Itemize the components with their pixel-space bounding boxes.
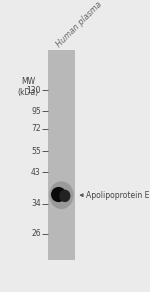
Ellipse shape bbox=[49, 181, 74, 209]
Ellipse shape bbox=[51, 187, 66, 202]
Text: 55: 55 bbox=[31, 147, 41, 156]
Text: Human plasma: Human plasma bbox=[55, 0, 104, 49]
Text: 26: 26 bbox=[31, 229, 41, 238]
Text: MW
(kDa): MW (kDa) bbox=[18, 77, 39, 98]
Text: 95: 95 bbox=[31, 107, 41, 116]
Bar bbox=[48, 51, 75, 260]
Text: Apolipoprotein E: Apolipoprotein E bbox=[86, 191, 150, 200]
Text: 43: 43 bbox=[31, 168, 41, 177]
Text: 130: 130 bbox=[26, 86, 41, 95]
Ellipse shape bbox=[59, 190, 70, 202]
Text: 34: 34 bbox=[31, 199, 41, 208]
Text: 72: 72 bbox=[31, 124, 41, 133]
